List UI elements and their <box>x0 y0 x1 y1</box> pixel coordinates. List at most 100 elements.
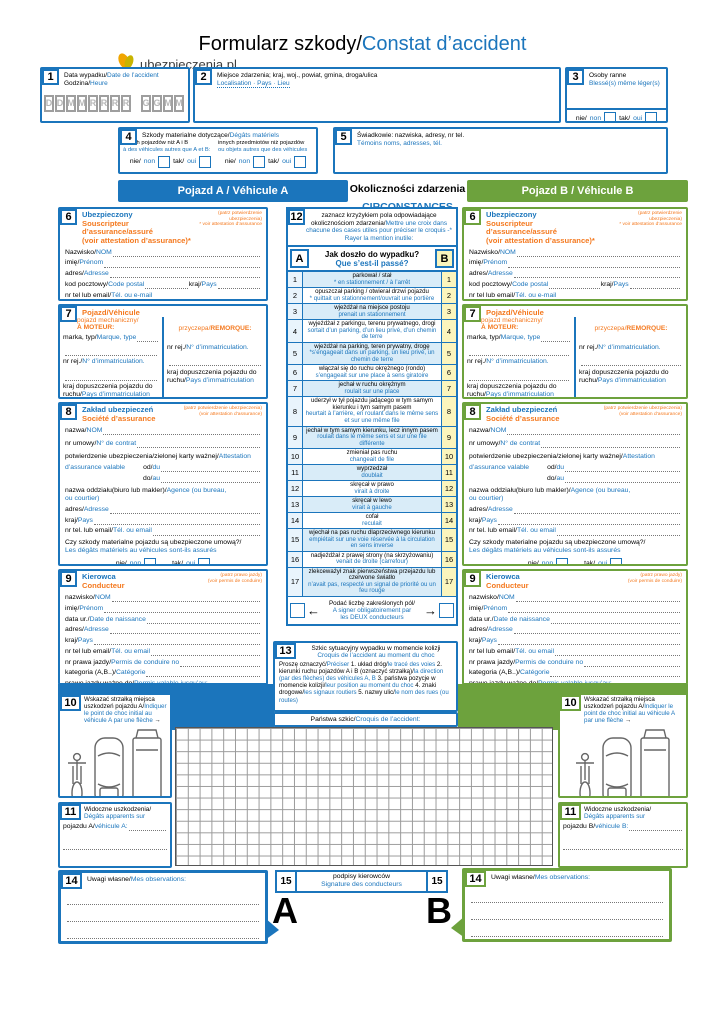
write-in-line[interactable] <box>555 649 680 656</box>
write-in-line[interactable] <box>584 660 680 667</box>
write-in-line[interactable] <box>112 250 260 257</box>
date-cell[interactable]: D <box>44 94 54 112</box>
write-in-line[interactable] <box>557 293 680 299</box>
circumstance-checkbox-a[interactable]: 17 <box>288 567 303 596</box>
write-in-line[interactable] <box>63 839 167 851</box>
write-in-line[interactable] <box>513 507 680 515</box>
write-in-line[interactable] <box>550 670 680 678</box>
damage-vehicles-no-checkbox[interactable] <box>158 156 171 169</box>
circumstance-checkbox-a[interactable]: 15 <box>288 529 303 551</box>
circumstance-checkbox-b[interactable]: 15 <box>441 529 456 551</box>
write-in-line[interactable] <box>180 660 260 667</box>
date-cell[interactable]: G <box>141 94 151 112</box>
circumstance-checkbox-b[interactable]: 12 <box>441 481 456 497</box>
form-field-line[interactable]: kraj/Pays <box>469 637 681 646</box>
circumstance-checkbox-a[interactable]: 10 <box>288 449 303 465</box>
circumstance-checkbox-b[interactable]: 13 <box>441 497 456 513</box>
circumstance-checkbox-b[interactable]: 10 <box>441 449 456 465</box>
write-in-line[interactable] <box>508 261 680 268</box>
write-in-line[interactable] <box>93 518 260 525</box>
write-in-line[interactable] <box>469 345 569 356</box>
circumstance-checkbox-a[interactable]: 8 <box>288 397 303 426</box>
write-in-line[interactable] <box>209 681 260 683</box>
form-field-line[interactable]: nr prawa jazdy/Permis de conduire no <box>469 659 681 667</box>
circumstance-checkbox-a[interactable]: 6 <box>288 365 303 381</box>
form-field-line[interactable]: nr tel lub email/Tél. ou email <box>65 648 261 656</box>
date-input[interactable]: D D M M R R R R G G M M <box>44 94 188 112</box>
circumstance-checkbox-b[interactable]: 6 <box>441 365 456 381</box>
write-in-line[interactable] <box>169 388 261 397</box>
write-in-line[interactable] <box>153 293 260 299</box>
circumstance-checkbox-b[interactable]: 8 <box>441 397 456 426</box>
write-in-line[interactable] <box>67 911 259 922</box>
write-in-line[interactable] <box>507 428 680 436</box>
write-in-line[interactable] <box>497 518 680 525</box>
write-in-line[interactable] <box>471 892 663 903</box>
form-field-line[interactable]: Nazwisko/NOM <box>469 249 681 257</box>
circumstance-checkbox-b[interactable]: 1 <box>441 272 456 288</box>
write-in-line[interactable] <box>146 617 260 624</box>
write-in-line[interactable] <box>549 282 600 289</box>
date-cell[interactable]: M <box>163 94 173 112</box>
form-field-line[interactable]: data ur./Date de naissance <box>65 616 261 624</box>
write-in-line[interactable] <box>152 529 260 536</box>
form-field-line[interactable]: nazwisko/NOM <box>65 594 261 603</box>
write-in-line[interactable] <box>563 839 683 851</box>
form-field-line[interactable]: imię/Prénom <box>469 259 681 268</box>
form-field-line[interactable]: imię/Prénom <box>469 605 681 613</box>
form-field-line[interactable]: kategoria (A,B..)/Catégorie <box>469 669 681 678</box>
circumstance-checkbox-a[interactable]: 3 <box>288 304 303 320</box>
injured-no-checkbox[interactable] <box>604 112 617 121</box>
circumstance-checkbox-a[interactable]: 12 <box>288 481 303 497</box>
date-cell[interactable]: D <box>55 94 65 112</box>
form-field-line[interactable]: imię/Prénom <box>65 605 261 613</box>
write-in-line[interactable] <box>109 271 260 279</box>
circumstance-checkbox-a[interactable]: 7 <box>288 381 303 397</box>
circumstance-checkbox-b[interactable]: 11 <box>441 465 456 481</box>
form-field-line[interactable]: prawo jazdy ważne do/Permis valable jusq… <box>65 680 261 683</box>
write-in-line[interactable] <box>67 894 259 905</box>
form-field-line[interactable]: adres/Adresse <box>469 270 681 279</box>
date-cell[interactable]: R <box>99 94 109 112</box>
circumstance-checkbox-a[interactable]: 11 <box>288 465 303 481</box>
write-in-line[interactable] <box>65 370 157 381</box>
form-field-line[interactable]: kategoria (A,B..)/Catégorie <box>65 669 261 678</box>
write-in-line[interactable] <box>145 282 188 289</box>
date-cell[interactable]: M <box>66 94 76 112</box>
circumstance-checkbox-a[interactable]: 2 <box>288 288 303 304</box>
circumstance-checkbox-a[interactable]: 4 <box>288 320 303 342</box>
form-field-line[interactable]: adres/Adresse <box>65 270 261 279</box>
count-b-box[interactable] <box>439 602 454 618</box>
form-field-line[interactable]: kod pocztowy/Code postal kraj/Pays <box>469 281 681 289</box>
write-in-line[interactable] <box>469 370 569 381</box>
write-in-line[interactable] <box>629 824 682 832</box>
form-field-line[interactable]: adres/Adresse <box>469 626 681 635</box>
circumstance-checkbox-b[interactable]: 2 <box>441 288 456 304</box>
circumstance-checkbox-b[interactable]: 3 <box>441 304 456 320</box>
write-in-line[interactable] <box>629 282 681 289</box>
form-field-line[interactable]: kod pocztowy/Code postal kraj/Pays <box>65 281 261 289</box>
write-in-line[interactable] <box>497 638 680 646</box>
write-in-line[interactable] <box>93 638 260 646</box>
date-cell[interactable]: R <box>110 94 120 112</box>
write-in-line[interactable] <box>613 681 680 683</box>
write-in-line[interactable] <box>169 355 261 367</box>
write-in-line[interactable] <box>109 627 260 635</box>
write-in-line[interactable] <box>508 606 680 613</box>
sketch-grid[interactable] <box>175 727 553 866</box>
write-in-line[interactable] <box>109 507 260 515</box>
form-field-line[interactable]: prawo jazdy ważne do/Permis valable jusq… <box>469 680 681 683</box>
write-in-line[interactable] <box>128 824 166 832</box>
write-in-line[interactable] <box>65 345 157 356</box>
write-in-line[interactable] <box>63 858 167 866</box>
circumstance-checkbox-b[interactable]: 9 <box>441 426 456 449</box>
write-in-line[interactable] <box>161 476 260 483</box>
form-field-line[interactable]: kraj/Pays <box>65 637 261 646</box>
circumstance-checkbox-a[interactable]: 14 <box>288 513 303 529</box>
write-in-line[interactable] <box>104 261 260 268</box>
write-in-line[interactable] <box>137 441 260 449</box>
damage-objects-no-checkbox[interactable] <box>253 156 266 169</box>
write-in-line[interactable] <box>161 465 260 473</box>
write-in-line[interactable] <box>146 670 260 678</box>
circumstance-checkbox-b[interactable]: 14 <box>441 513 456 529</box>
